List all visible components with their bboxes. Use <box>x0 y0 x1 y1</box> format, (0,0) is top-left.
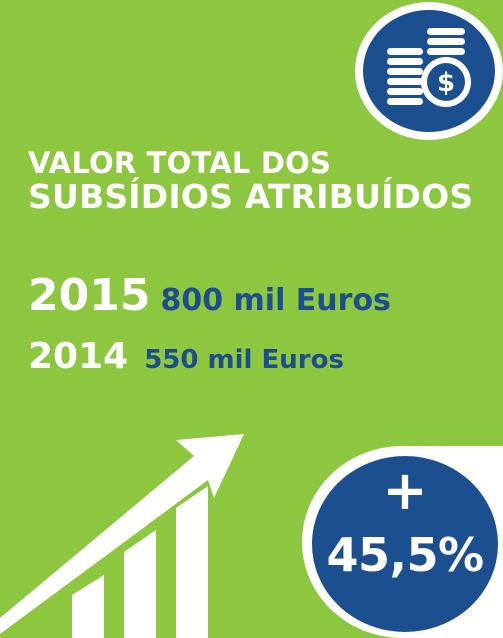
percentage-value: 45,5% <box>326 528 484 582</box>
percentage-sign: + <box>382 459 428 522</box>
coins-badge: $ <box>355 2 503 140</box>
infographic-title: VALOR TOTAL DOS SUBSÍDIOS ATRIBUÍDOS <box>28 148 473 215</box>
entry-row: 2015 800 mil Euros <box>28 270 391 321</box>
entry-row: 2014 550 mil Euros <box>28 336 344 377</box>
entry-amount: 550 mil Euros <box>144 345 344 375</box>
entry-year: 2014 <box>28 336 129 377</box>
entry-year: 2015 <box>28 270 151 321</box>
svg-text:$: $ <box>437 68 455 98</box>
title-line-1: VALOR TOTAL DOS <box>28 146 332 180</box>
coins-dollar-icon: $ <box>387 28 471 107</box>
percentage-badge: + 45,5% <box>302 446 503 638</box>
title-line-2: SUBSÍDIOS ATRIBUÍDOS <box>28 177 474 217</box>
percentage-badge-circle: + 45,5% <box>312 456 498 632</box>
entry-amount: 800 mil Euros <box>160 283 391 318</box>
growth-arrow-chart-icon <box>0 434 244 638</box>
